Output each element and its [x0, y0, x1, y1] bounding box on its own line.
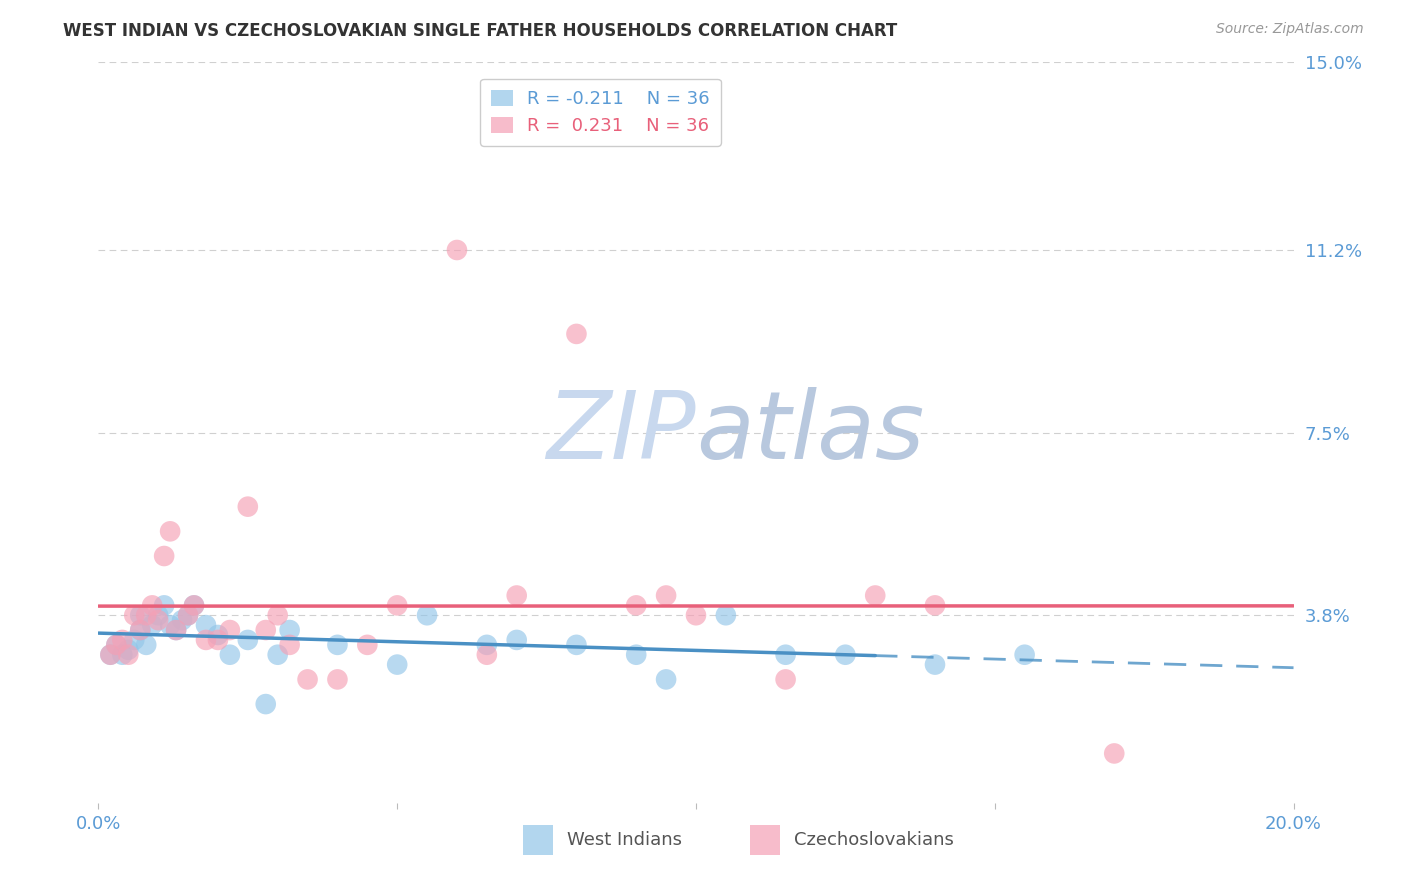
Text: WEST INDIAN VS CZECHOSLOVAKIAN SINGLE FATHER HOUSEHOLDS CORRELATION CHART: WEST INDIAN VS CZECHOSLOVAKIAN SINGLE FA… — [63, 22, 897, 40]
Text: atlas: atlas — [696, 387, 924, 478]
Point — [117, 642, 139, 657]
Point — [565, 326, 588, 341]
Point — [626, 648, 648, 662]
Point — [135, 638, 157, 652]
Point — [267, 648, 290, 662]
Point — [207, 632, 229, 647]
Point — [159, 618, 181, 632]
Point — [165, 623, 187, 637]
Point — [177, 608, 200, 623]
Point — [124, 608, 146, 623]
Point — [111, 632, 134, 647]
Point — [172, 613, 194, 627]
Point — [135, 608, 157, 623]
Text: ZIP: ZIP — [547, 387, 696, 478]
Point — [141, 599, 163, 613]
Point — [195, 632, 218, 647]
Text: Czechoslovakians: Czechoslovakians — [794, 830, 953, 849]
Point — [254, 697, 277, 711]
Point — [219, 623, 242, 637]
Point — [129, 623, 152, 637]
Point — [148, 613, 170, 627]
Point — [124, 632, 146, 647]
Point — [117, 648, 139, 662]
Point — [111, 648, 134, 662]
Point — [148, 608, 170, 623]
Point — [297, 673, 319, 687]
Point — [177, 608, 200, 623]
Point — [714, 608, 737, 623]
Point — [775, 673, 797, 687]
Point — [655, 673, 678, 687]
Point — [475, 638, 498, 652]
Point — [129, 623, 152, 637]
Point — [475, 648, 498, 662]
Point — [356, 638, 378, 652]
Point — [924, 657, 946, 672]
Point — [98, 648, 122, 662]
Point — [236, 500, 259, 514]
Point — [655, 589, 678, 603]
Point — [565, 638, 588, 652]
Point — [165, 623, 187, 637]
Point — [385, 657, 409, 672]
Point — [446, 243, 468, 257]
Point — [219, 648, 242, 662]
Point — [1014, 648, 1036, 662]
Point — [385, 599, 409, 613]
Point — [865, 589, 887, 603]
Point — [254, 623, 277, 637]
Point — [416, 608, 439, 623]
Point — [278, 638, 301, 652]
Point — [775, 648, 797, 662]
Bar — [749, 825, 780, 855]
Point — [129, 608, 152, 623]
Point — [924, 599, 946, 613]
Point — [326, 673, 349, 687]
Bar — [523, 825, 553, 855]
Point — [236, 632, 259, 647]
Point — [506, 589, 529, 603]
Text: West Indians: West Indians — [567, 830, 682, 849]
Point — [506, 632, 529, 647]
Point — [207, 628, 229, 642]
Point — [105, 638, 128, 652]
Point — [159, 524, 181, 539]
Point — [153, 599, 176, 613]
Text: Source: ZipAtlas.com: Source: ZipAtlas.com — [1216, 22, 1364, 37]
Point — [267, 608, 290, 623]
Point — [834, 648, 856, 662]
Point — [183, 599, 205, 613]
Point — [626, 599, 648, 613]
Point — [278, 623, 301, 637]
Point — [98, 648, 122, 662]
Point — [141, 618, 163, 632]
Legend: R = -0.211    N = 36, R =  0.231    N = 36: R = -0.211 N = 36, R = 0.231 N = 36 — [481, 78, 720, 146]
Point — [153, 549, 176, 563]
Point — [1104, 747, 1126, 761]
Point — [183, 599, 205, 613]
Point — [195, 618, 218, 632]
Point — [326, 638, 349, 652]
Point — [105, 638, 128, 652]
Point — [685, 608, 707, 623]
